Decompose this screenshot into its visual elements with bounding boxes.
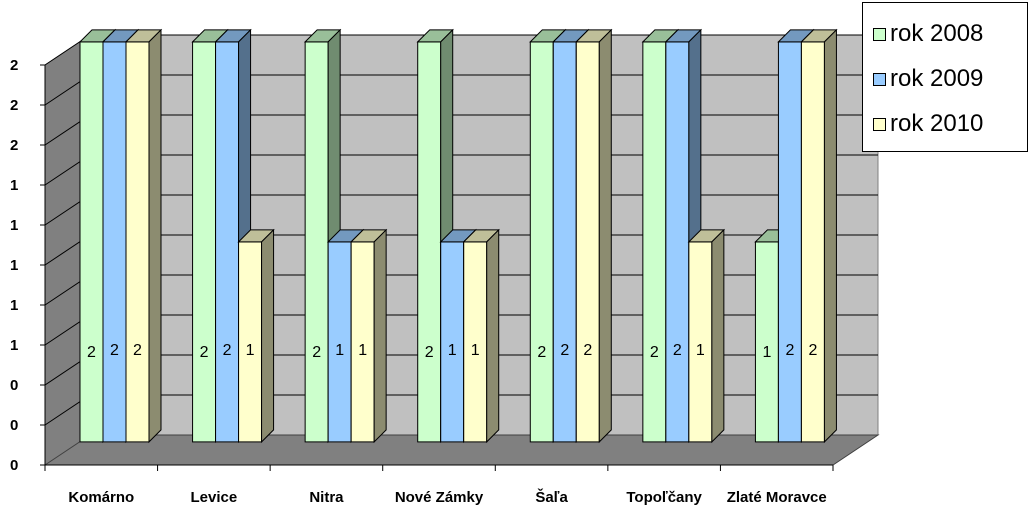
legend-swatch-2009 [873,72,886,86]
bar [304,41,329,443]
data-label: 2 [537,344,546,361]
bar [575,41,600,443]
x-category-label: Komárno [68,489,134,506]
data-label: 2 [583,342,592,359]
bar [642,41,667,443]
x-category-label: Zlaté Moravce [727,489,827,506]
data-label: 2 [223,342,232,359]
bar-side [261,228,275,444]
y-tick-label: 1 [10,177,18,194]
x-category-label: Nové Zámky [395,489,484,506]
data-label: 1 [471,342,480,359]
bar [79,41,104,443]
legend-label-2010: rok 2010 [890,110,984,137]
bar [552,41,577,443]
bar [192,41,217,443]
data-label: 1 [335,342,344,359]
x-category-label: Šaľa [535,488,568,506]
bar-side [148,28,162,444]
legend-label-2009: rok 2009 [890,65,984,92]
data-label: 2 [425,344,434,361]
bar-side [711,228,725,444]
legend-swatch-2008 [873,27,886,41]
data-label: 2 [110,342,119,359]
y-tick-label: 0 [10,417,18,434]
y-tick-label: 0 [10,457,18,474]
legend-item-2009: rok 2009 [873,64,983,94]
y-tick-label: 2 [10,97,18,114]
bar [417,41,442,443]
y-tick-label: 2 [10,57,18,74]
legend-label-2008: rok 2008 [890,20,984,47]
data-label: 1 [358,342,367,359]
data-label: 1 [762,344,771,361]
y-tick-label: 2 [10,137,18,154]
data-label: 1 [246,342,255,359]
bar [102,41,127,443]
data-label: 2 [87,344,96,361]
bar [800,41,825,443]
data-label: 2 [133,342,142,359]
data-label: 2 [650,344,659,361]
data-label: 2 [200,344,209,361]
bar [665,41,690,443]
data-label: 1 [448,342,457,359]
bar-side [486,228,500,444]
legend-item-2010: rok 2010 [873,109,983,139]
legend: rok 2008 rok 2009 rok 2010 [862,2,1028,152]
data-label: 2 [560,342,569,359]
y-tick-label: 1 [10,217,18,234]
legend-swatch-2010 [873,117,886,131]
x-category-label: Nitra [309,489,344,506]
data-label: 2 [673,342,682,359]
bar [529,41,554,443]
data-label: 1 [696,342,705,359]
x-category-label: Topoľčany [626,489,702,506]
bar-side [598,28,612,444]
y-tick-label: 0 [10,377,18,394]
bar [125,41,150,443]
bar [215,41,240,443]
bar [754,241,779,443]
bar-side [823,28,837,444]
y-tick-label: 1 [10,257,18,274]
data-label: 2 [785,342,794,359]
y-tick-label: 1 [10,337,18,354]
bar [777,41,802,443]
y-tick-label: 1 [10,297,18,314]
bar-side [373,228,387,444]
axes [40,64,834,471]
data-label: 2 [808,342,817,359]
x-category-label: Levice [191,489,238,506]
bars [78,28,838,444]
legend-item-2008: rok 2008 [873,19,983,49]
data-label: 2 [312,344,321,361]
